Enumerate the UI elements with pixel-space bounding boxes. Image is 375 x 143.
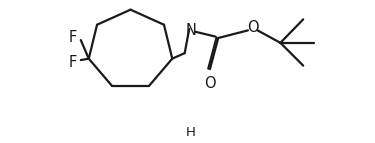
Text: H: H: [186, 126, 195, 139]
Text: N: N: [185, 23, 196, 38]
Text: O: O: [247, 20, 259, 35]
Text: F: F: [69, 55, 77, 70]
Text: O: O: [204, 76, 216, 91]
Text: F: F: [69, 30, 77, 45]
